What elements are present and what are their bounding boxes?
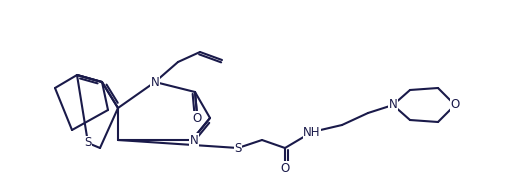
- Text: O: O: [450, 98, 460, 112]
- Text: O: O: [280, 162, 290, 174]
- Text: N: N: [151, 75, 159, 89]
- Text: N: N: [189, 134, 198, 146]
- Text: S: S: [234, 141, 242, 155]
- Text: N: N: [388, 98, 397, 112]
- Text: O: O: [193, 112, 201, 124]
- Text: S: S: [85, 136, 92, 150]
- Text: NH: NH: [303, 125, 321, 139]
